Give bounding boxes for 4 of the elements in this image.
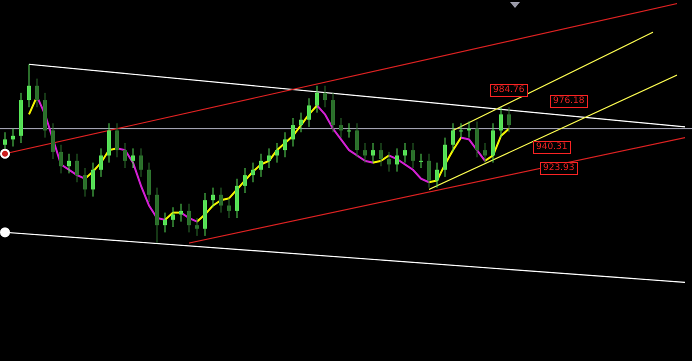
annotation: 923.93 [540,162,578,175]
annotation: 940.31 [533,141,570,154]
annotation: 984.76 [490,84,528,97]
annotation: 976.18 [550,95,588,108]
